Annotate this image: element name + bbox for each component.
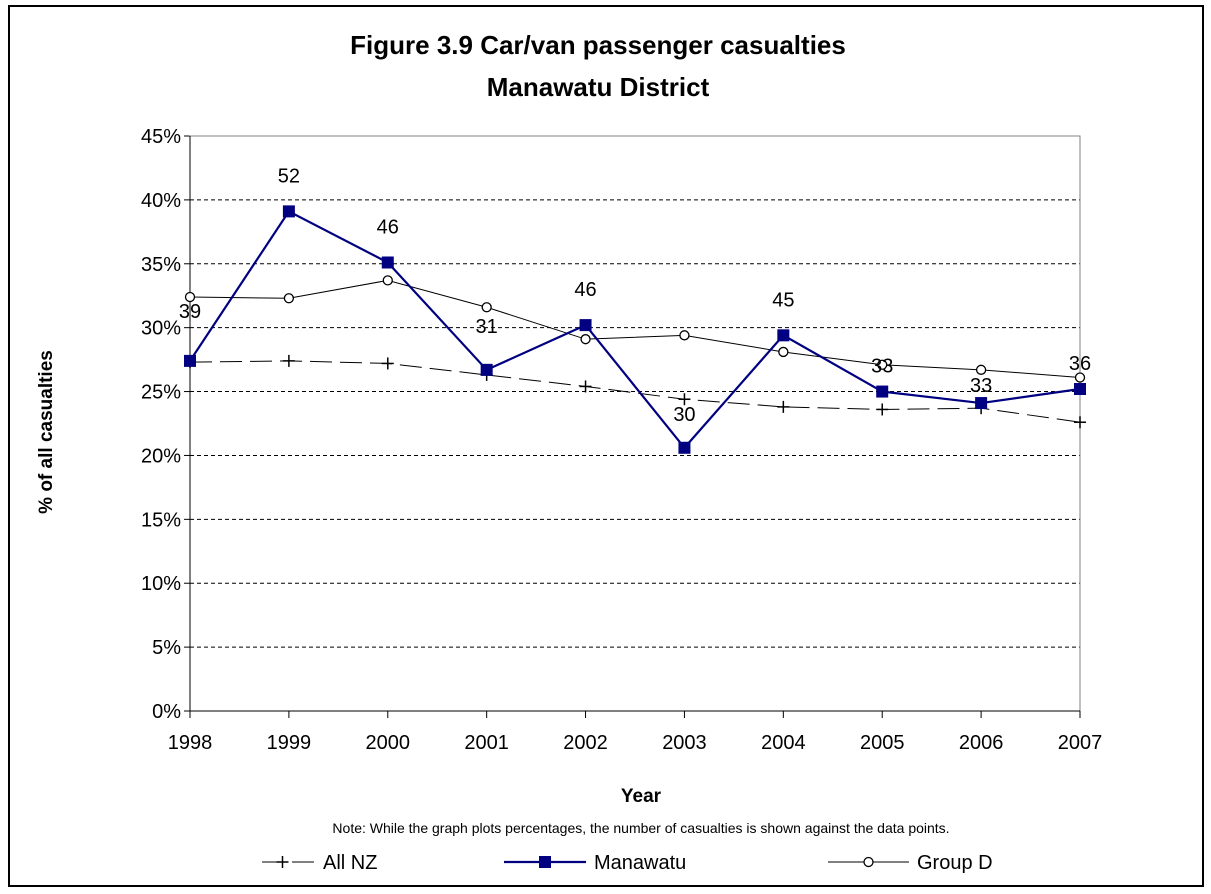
x-tick-label: 2005 bbox=[860, 732, 905, 754]
y-tick-label: 40% bbox=[141, 190, 181, 212]
data-point-group-d bbox=[481, 302, 492, 313]
y-tick-label: 5% bbox=[152, 637, 181, 659]
legend-marker-all-nz bbox=[276, 856, 289, 868]
data-label: 30 bbox=[673, 404, 695, 426]
series-line-manawatu bbox=[189, 209, 1081, 450]
data-point-manawatu bbox=[876, 385, 889, 398]
chart-subtitle: Manawatu District bbox=[487, 72, 710, 102]
x-tick-label: 1999 bbox=[267, 732, 312, 754]
data-point-manawatu bbox=[184, 354, 196, 367]
y-tick-labels: 0% 5% 10% 15% 20% 25% 30% 35% 40% 45% bbox=[141, 126, 181, 723]
data-point-all-nz bbox=[777, 400, 790, 413]
data-point-group-d bbox=[1074, 372, 1086, 383]
x-tick-label: 2001 bbox=[464, 732, 509, 754]
y-tick-label: 10% bbox=[141, 573, 181, 595]
gridlines bbox=[184, 135, 1080, 712]
data-label: 52 bbox=[278, 165, 300, 187]
x-tick-label: 2003 bbox=[662, 732, 707, 754]
data-point-all-nz bbox=[579, 380, 592, 393]
legend-label-all-nz: All NZ bbox=[323, 852, 377, 874]
chart-title: Figure 3.9 Car/van passenger casualties bbox=[350, 30, 846, 60]
series bbox=[184, 205, 1086, 454]
data-point-manawatu bbox=[381, 256, 394, 269]
legend-label-manawatu: Manawatu bbox=[594, 852, 686, 874]
data-point-all-nz bbox=[381, 357, 394, 370]
data-point-group-d bbox=[778, 346, 789, 358]
y-tick-label: 20% bbox=[141, 445, 181, 467]
data-point-manawatu bbox=[777, 329, 790, 342]
y-axis-title: % of all casualties bbox=[36, 350, 57, 514]
data-point-manawatu bbox=[678, 441, 691, 454]
data-point-manawatu bbox=[480, 363, 493, 376]
data-point-all-nz bbox=[282, 354, 295, 367]
x-tick-label: 2002 bbox=[563, 732, 608, 754]
legend-item-manawatu: Manawatu bbox=[504, 852, 686, 874]
y-tick-label: 30% bbox=[141, 318, 181, 340]
y-tick-label: 0% bbox=[152, 701, 181, 723]
series-manawatu bbox=[184, 205, 1086, 454]
x-tick-label: 1998 bbox=[168, 732, 213, 754]
y-tick-label: 15% bbox=[141, 509, 181, 531]
data-point-group-d bbox=[679, 330, 690, 341]
data-point-manawatu bbox=[975, 397, 988, 410]
data-label: 36 bbox=[1069, 353, 1091, 375]
legend-marker-manawatu bbox=[539, 856, 551, 868]
data-label: 45 bbox=[772, 289, 794, 311]
y-tick-label: 35% bbox=[141, 254, 181, 276]
data-point-group-d bbox=[975, 364, 987, 375]
data-point-manawatu bbox=[282, 205, 295, 218]
data-point-all-nz bbox=[1074, 416, 1086, 429]
data-label: 33 bbox=[871, 356, 893, 378]
chart-note: Note: While the graph plots percentages,… bbox=[332, 820, 949, 836]
x-tick-label: 2006 bbox=[959, 732, 1004, 754]
x-tick-labels: 1998 1999 2000 2001 2002 2003 2004 2005 2006 2007 bbox=[168, 732, 1103, 754]
data-label: 33 bbox=[970, 375, 992, 397]
x-tick-label: 2007 bbox=[1058, 732, 1103, 754]
data-point-group-d bbox=[283, 293, 295, 304]
data-labels: 39 52 46 31 46 30 45 33 33 36 bbox=[179, 165, 1091, 425]
data-label: 46 bbox=[574, 279, 596, 301]
legend-marker-group-d bbox=[863, 856, 874, 868]
chart-frame bbox=[8, 5, 1204, 887]
legend-label-group-d: Group D bbox=[917, 852, 993, 874]
data-point-manawatu bbox=[1074, 383, 1086, 395]
series-group-d bbox=[184, 275, 1086, 383]
legend-item-group-d: Group D bbox=[828, 852, 993, 874]
x-axis-title: Year bbox=[621, 786, 662, 807]
axes bbox=[189, 135, 1081, 718]
data-label: 39 bbox=[179, 301, 201, 323]
plot-area bbox=[189, 135, 1081, 712]
data-point-all-nz bbox=[678, 393, 691, 406]
series-line-group-d bbox=[189, 279, 1081, 378]
y-tick-label: 25% bbox=[141, 382, 181, 404]
legend: All NZ Manawatu Group D bbox=[262, 852, 993, 874]
data-point-group-d bbox=[184, 291, 196, 303]
y-tick-label: 45% bbox=[141, 126, 181, 148]
x-tick-label: 2004 bbox=[761, 732, 806, 754]
x-tick-label: 2000 bbox=[366, 732, 411, 754]
data-label: 46 bbox=[377, 217, 399, 239]
data-point-group-d bbox=[382, 275, 393, 286]
data-point-all-nz bbox=[876, 403, 889, 416]
data-label: 31 bbox=[476, 316, 498, 338]
data-point-manawatu bbox=[579, 319, 592, 332]
data-point-group-d bbox=[580, 334, 591, 345]
data-point-group-d bbox=[877, 359, 888, 370]
legend-item-all-nz: All NZ bbox=[262, 852, 377, 874]
